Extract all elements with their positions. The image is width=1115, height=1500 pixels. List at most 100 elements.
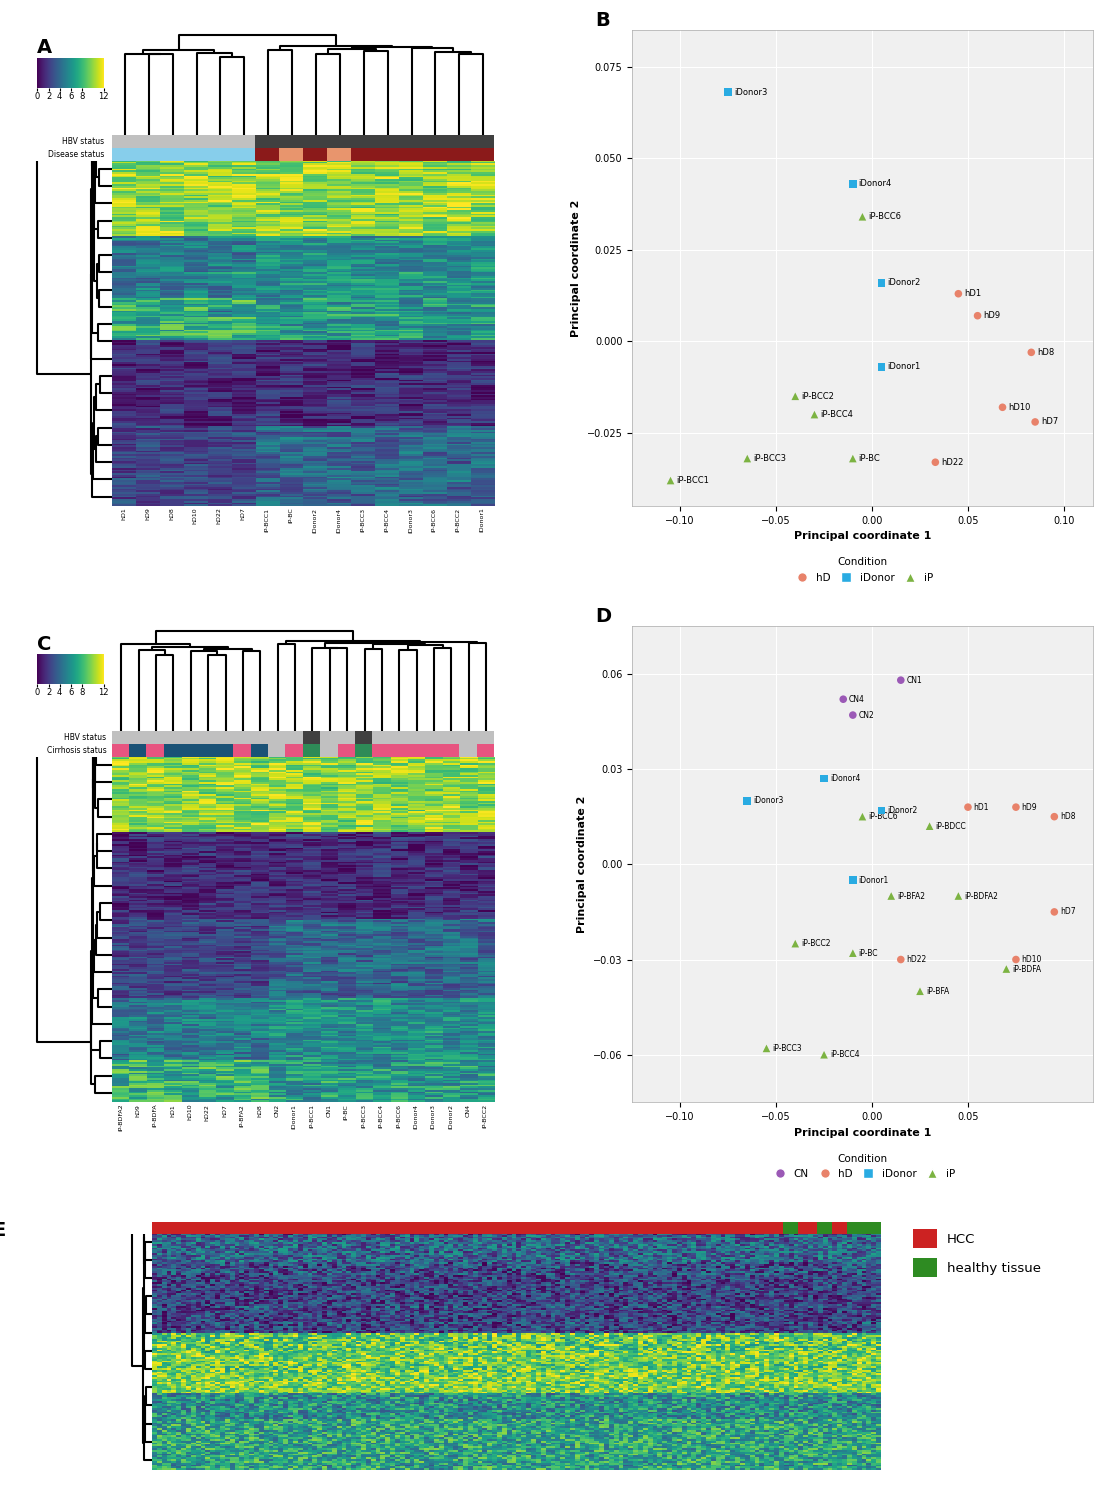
- Bar: [327, 135, 350, 148]
- Bar: [207, 135, 231, 148]
- Bar: [861, 1222, 866, 1233]
- Text: iDonor1: iDonor1: [888, 363, 921, 372]
- Point: [950, 884, 968, 908]
- Bar: [446, 135, 471, 148]
- Bar: [735, 1222, 739, 1233]
- Text: hD10: hD10: [1008, 404, 1030, 412]
- Bar: [322, 1222, 327, 1233]
- Bar: [215, 1222, 220, 1233]
- Bar: [769, 1222, 774, 1233]
- Bar: [259, 1222, 264, 1233]
- Text: A: A: [38, 39, 52, 57]
- Bar: [234, 1222, 240, 1233]
- Bar: [390, 1222, 395, 1233]
- Bar: [856, 1222, 861, 1233]
- Bar: [182, 730, 198, 744]
- Point: [1046, 804, 1064, 828]
- Point: [1007, 948, 1025, 972]
- Bar: [268, 730, 285, 744]
- Bar: [425, 744, 442, 758]
- Bar: [159, 148, 183, 160]
- Bar: [502, 1222, 506, 1233]
- Bar: [725, 1222, 730, 1233]
- Bar: [231, 135, 255, 148]
- Bar: [198, 730, 216, 744]
- Text: iDonor1: iDonor1: [859, 876, 889, 885]
- Bar: [476, 744, 494, 758]
- Point: [834, 687, 852, 711]
- Bar: [541, 1222, 545, 1233]
- Bar: [599, 1222, 603, 1233]
- Bar: [415, 1222, 419, 1233]
- Bar: [788, 1222, 793, 1233]
- Point: [757, 1036, 775, 1060]
- Bar: [146, 730, 164, 744]
- Bar: [308, 1222, 312, 1233]
- Bar: [594, 1222, 599, 1233]
- Bar: [251, 744, 268, 758]
- Bar: [385, 1222, 390, 1233]
- Bar: [380, 1222, 385, 1233]
- Bar: [483, 1222, 487, 1233]
- Bar: [225, 1222, 230, 1233]
- Bar: [303, 135, 327, 148]
- Bar: [745, 1222, 749, 1233]
- Bar: [706, 1222, 710, 1233]
- Bar: [681, 1222, 686, 1233]
- Bar: [551, 1222, 555, 1233]
- Text: E: E: [0, 1221, 6, 1240]
- Bar: [279, 135, 303, 148]
- Bar: [303, 730, 320, 744]
- Legend: CN, hD, iDonor, iP: CN, hD, iDonor, iP: [766, 1149, 959, 1184]
- Bar: [516, 1222, 521, 1233]
- Legend: hD, iDonor, iP: hD, iDonor, iP: [788, 554, 937, 586]
- Text: hD7: hD7: [1060, 908, 1076, 916]
- Bar: [375, 148, 398, 160]
- Bar: [423, 148, 446, 160]
- Point: [719, 81, 737, 105]
- Bar: [159, 135, 183, 148]
- Text: hD1: hD1: [964, 290, 981, 298]
- Bar: [233, 730, 251, 744]
- Bar: [425, 730, 442, 744]
- Text: iP-BCC2: iP-BCC2: [801, 939, 831, 948]
- X-axis label: Principal coordinate 1: Principal coordinate 1: [794, 531, 931, 542]
- Point: [873, 356, 891, 380]
- Bar: [398, 135, 423, 148]
- Text: hD7: hD7: [1041, 417, 1058, 426]
- Bar: [254, 1222, 259, 1233]
- Bar: [269, 1222, 273, 1233]
- X-axis label: Principal coordinate 1: Principal coordinate 1: [794, 1128, 931, 1137]
- Bar: [535, 1222, 541, 1233]
- Bar: [458, 1222, 463, 1233]
- Bar: [793, 1222, 798, 1233]
- Bar: [136, 135, 159, 148]
- Text: iP-BCC2: iP-BCC2: [801, 392, 834, 400]
- Text: iP-BC: iP-BC: [859, 454, 881, 464]
- Text: B: B: [595, 10, 610, 30]
- Bar: [813, 1222, 817, 1233]
- Bar: [207, 148, 231, 160]
- Text: iP-BFA: iP-BFA: [925, 987, 949, 996]
- Point: [998, 957, 1016, 981]
- Text: Disease status: Disease status: [48, 150, 105, 159]
- Bar: [303, 744, 320, 758]
- Text: hD1: hD1: [973, 802, 989, 812]
- Bar: [506, 1222, 512, 1233]
- Bar: [803, 1222, 807, 1233]
- Bar: [181, 1222, 186, 1233]
- Bar: [409, 1222, 415, 1233]
- Point: [927, 450, 944, 474]
- Bar: [366, 1222, 370, 1233]
- Bar: [162, 1222, 166, 1233]
- Bar: [764, 1222, 769, 1233]
- Bar: [211, 1222, 215, 1233]
- Bar: [691, 1222, 696, 1233]
- Point: [892, 948, 910, 972]
- Bar: [390, 744, 407, 758]
- Bar: [618, 1222, 623, 1233]
- Bar: [164, 730, 182, 744]
- Text: iDonor4: iDonor4: [830, 774, 860, 783]
- Bar: [444, 1222, 448, 1233]
- Bar: [337, 1222, 341, 1233]
